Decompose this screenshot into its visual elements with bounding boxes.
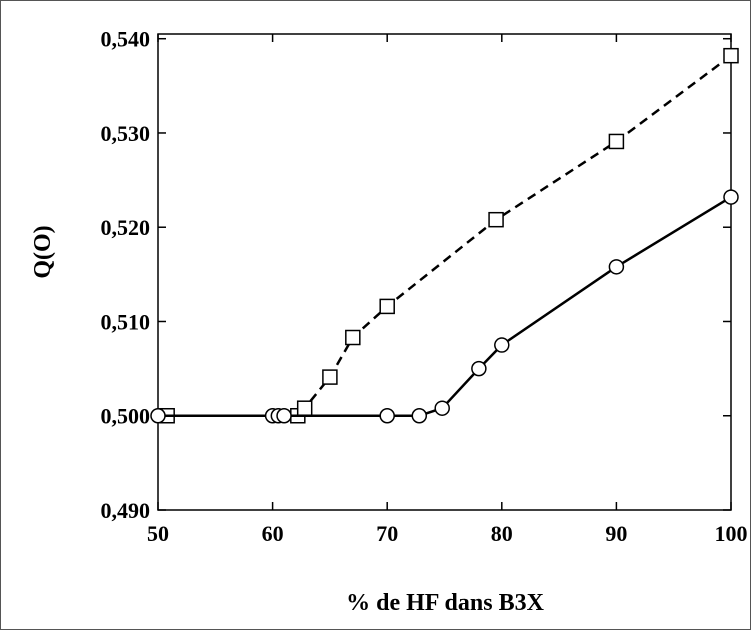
circle-marker <box>379 407 395 424</box>
x-tick-label: 70 <box>376 521 398 546</box>
y-tick-label: 0,530 <box>101 121 151 146</box>
square-marker <box>322 369 338 385</box>
x-tick-label: 60 <box>262 521 284 546</box>
y-axis-title: Q(O) <box>30 225 56 278</box>
solid-series-line <box>158 196 732 417</box>
square-marker <box>488 211 504 228</box>
circle-marker <box>608 259 625 275</box>
x-tick-label: 80 <box>491 521 513 546</box>
circle-marker <box>276 407 292 424</box>
square-marker <box>723 47 739 64</box>
circle-marker <box>471 360 487 377</box>
y-tick-label: 0,540 <box>101 27 151 52</box>
dashed-series-line <box>167 54 732 417</box>
circle-marker <box>434 400 450 416</box>
square-marker <box>379 298 395 315</box>
x-axis: 50 60 70 80 90 100 <box>147 34 748 546</box>
x-tick-label: 90 <box>605 521 627 546</box>
x-axis-title: % de HF dans B3X <box>346 590 544 616</box>
circle-marker <box>723 189 739 205</box>
square-marker <box>608 133 625 150</box>
circle-marker <box>150 407 166 424</box>
circle-marker <box>411 407 428 424</box>
plot-area <box>157 33 732 511</box>
x-tick-label: 100 <box>715 521 748 546</box>
x-tick-label: 50 <box>147 521 169 546</box>
series-layer <box>150 47 739 424</box>
y-axis: 0,490 0,500 0,510 0,520 0,530 0,540 <box>101 27 731 523</box>
square-marker <box>296 400 313 416</box>
y-tick-label: 0,510 <box>101 309 151 334</box>
y-tick-label: 0,490 <box>101 498 151 523</box>
circle-marker <box>494 337 510 353</box>
y-tick-label: 0,520 <box>101 215 151 240</box>
y-tick-label: 0,500 <box>101 404 151 429</box>
square-marker <box>345 329 361 346</box>
